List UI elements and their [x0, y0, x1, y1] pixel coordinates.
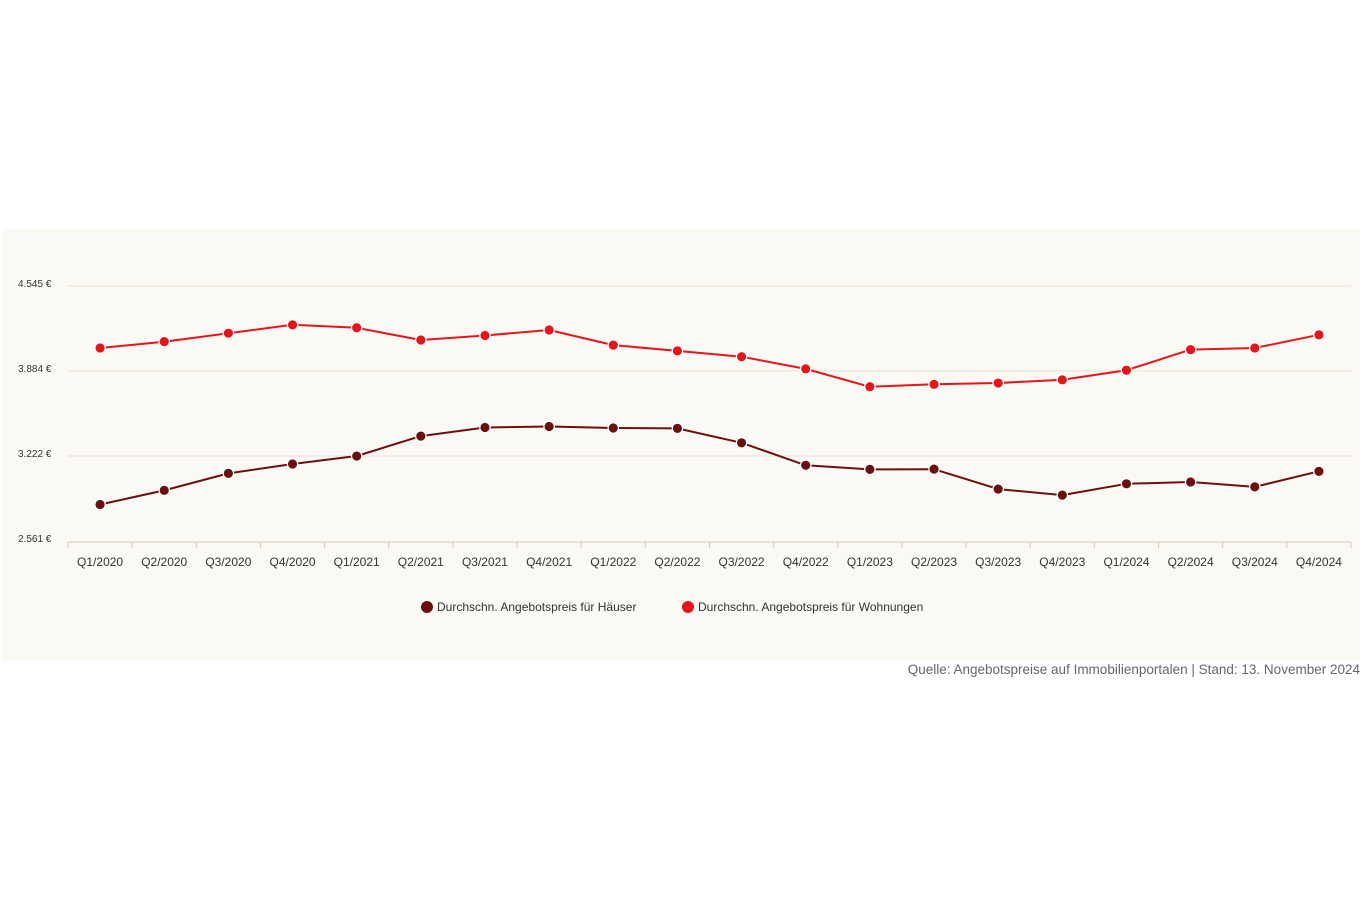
- data-point[interactable]: [1056, 374, 1069, 386]
- data-point[interactable]: [350, 450, 363, 462]
- data-point[interactable]: [222, 327, 235, 339]
- legend[interactable]: Durchschn. Angebotspreis für Häuser Durch…: [421, 600, 923, 614]
- x-tick-label: Q3/2021: [462, 555, 508, 569]
- x-tick-label: Q2/2021: [398, 555, 444, 569]
- data-point[interactable]: [928, 463, 940, 475]
- data-point[interactable]: [799, 363, 812, 375]
- data-point[interactable]: [286, 319, 299, 331]
- data-point[interactable]: [415, 334, 427, 346]
- chart-panel: [2, 229, 1360, 660]
- series-wohnungen: [94, 319, 1325, 393]
- data-point[interactable]: [992, 377, 1004, 389]
- series-lines: [94, 319, 1325, 511]
- source-note: Quelle: Angebotspreise auf Immobilienpor…: [907, 662, 1360, 677]
- x-axis-tick-labels: Q1/2020 Q2/2020 Q3/2020 Q4/2020 Q1/2021 Q2/20…: [77, 555, 1342, 569]
- data-point[interactable]: [735, 350, 748, 363]
- data-point[interactable]: [607, 422, 620, 434]
- x-tick-label: Q4/2022: [783, 555, 829, 569]
- data-point[interactable]: [479, 421, 491, 434]
- data-point[interactable]: [1313, 465, 1325, 478]
- data-point[interactable]: [799, 459, 812, 472]
- x-tick-label: Q1/2024: [1103, 555, 1149, 569]
- data-point[interactable]: [1056, 489, 1069, 501]
- x-tick-label: Q4/2023: [1039, 555, 1085, 569]
- data-point[interactable]: [1313, 329, 1325, 341]
- data-point[interactable]: [1184, 476, 1197, 488]
- data-point[interactable]: [415, 430, 427, 442]
- data-point[interactable]: [864, 380, 876, 393]
- data-point[interactable]: [222, 467, 235, 480]
- x-tick-label: Q3/2022: [719, 555, 765, 569]
- data-point[interactable]: [735, 437, 748, 449]
- y-tick-label: 4.545 €: [18, 279, 52, 290]
- x-tick-label: Q4/2024: [1296, 555, 1342, 569]
- x-tick-label: Q3/2023: [975, 555, 1021, 569]
- legend-label: Durchschn. Angebotspreis für Wohnungen: [698, 600, 923, 614]
- series-line: [100, 323, 1320, 388]
- data-point[interactable]: [1184, 343, 1197, 356]
- data-point[interactable]: [1248, 342, 1261, 354]
- x-tick-label: Q1/2021: [334, 555, 380, 569]
- data-point[interactable]: [671, 345, 684, 357]
- x-tick-label: Q2/2023: [911, 555, 957, 569]
- data-point[interactable]: [94, 342, 106, 354]
- data-point[interactable]: [928, 378, 940, 391]
- x-tick-label: Q1/2020: [77, 555, 123, 569]
- data-point[interactable]: [543, 324, 555, 336]
- data-point[interactable]: [1248, 481, 1261, 493]
- legend-marker: [682, 601, 694, 613]
- legend-item-wohnungen[interactable]: Durchschn. Angebotspreis für Wohnungen: [682, 600, 923, 614]
- data-point[interactable]: [1120, 364, 1133, 376]
- data-point[interactable]: [286, 458, 299, 470]
- data-point[interactable]: [158, 484, 171, 497]
- data-point[interactable]: [158, 335, 171, 348]
- x-tick-label: Q1/2022: [590, 555, 636, 569]
- legend-marker: [421, 601, 433, 613]
- x-tick-label: Q4/2020: [270, 555, 316, 569]
- data-point[interactable]: [94, 498, 106, 511]
- legend-label: Durchschn. Angebotspreis für Häuser: [437, 600, 636, 614]
- y-axis-tick-labels: 2.561 € 3.222 € 3.884 € 4.545 €: [18, 279, 52, 545]
- data-point[interactable]: [607, 339, 620, 351]
- x-axis: [67, 541, 1352, 548]
- grid-lines: [68, 285, 1351, 457]
- data-point[interactable]: [864, 463, 876, 476]
- x-tick-label: Q1/2023: [847, 555, 893, 569]
- y-tick-label: 3.884 €: [18, 364, 52, 375]
- series-line: [99, 425, 1320, 506]
- data-point[interactable]: [350, 321, 363, 334]
- data-point[interactable]: [671, 422, 684, 435]
- x-tick-label: Q3/2024: [1232, 555, 1278, 569]
- x-tick-label: Q2/2022: [654, 555, 700, 569]
- y-tick-label: 2.561 €: [18, 534, 52, 545]
- legend-item-haeuser[interactable]: Durchschn. Angebotspreis für Häuser: [421, 600, 636, 614]
- data-point[interactable]: [992, 483, 1004, 495]
- x-tick-label: Q4/2021: [526, 555, 572, 569]
- x-tick-label: Q2/2020: [141, 555, 187, 569]
- x-tick-label: Q2/2024: [1168, 555, 1214, 569]
- y-tick-label: 3.222 €: [18, 449, 52, 460]
- x-tick-label: Q3/2020: [205, 555, 251, 569]
- data-point[interactable]: [1120, 478, 1133, 490]
- data-point[interactable]: [543, 420, 555, 433]
- data-point[interactable]: [479, 329, 491, 342]
- series-haeuser: [94, 420, 1325, 511]
